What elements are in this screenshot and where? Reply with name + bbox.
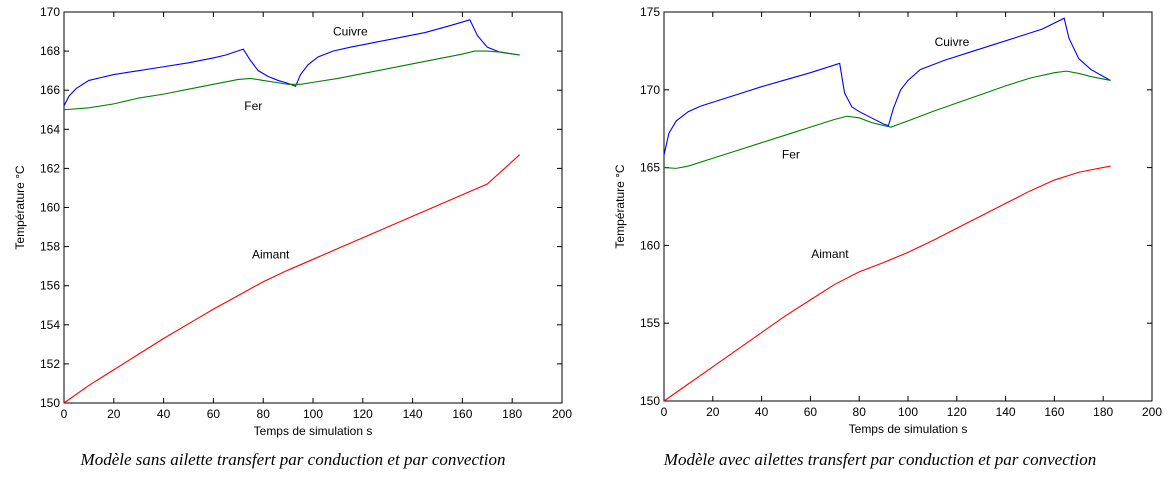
x-tick-label: 0	[661, 405, 668, 419]
series-label-fer: Fer	[244, 99, 262, 113]
y-tick-label: 156	[40, 279, 60, 293]
x-tick-label: 80	[853, 405, 867, 419]
series-line-aimant	[663, 165, 1111, 402]
series-label-aimant: Aimant	[252, 247, 290, 261]
series-label-cuivre: Cuivre	[333, 24, 368, 38]
chart-panel-right: 0 20 40 60 80 100 120 140 160 180 200 150 155 160 165 1…	[587, 0, 1173, 488]
x-tick-label: 100	[303, 407, 323, 421]
y-tick-label: 154	[40, 318, 60, 332]
x-tick-label: 60	[804, 405, 818, 419]
series-label-fer: Fer	[782, 147, 800, 161]
y-tick-label: 150	[40, 396, 60, 410]
chart-right: 0 20 40 60 80 100 120 140 160 180 200 150 155 160 165 1…	[613, 5, 1162, 436]
series-label-aimant: Aimant	[811, 247, 849, 261]
chart-panel-left: 0 20 40 60 80 100 120 140 160 180 200 150 152 154 156 1…	[0, 0, 586, 488]
y-tick-label: 168	[40, 44, 60, 58]
x-tick-label: 160	[452, 407, 472, 421]
x-tick-label: 140	[403, 407, 423, 421]
y-tick-label: 165	[640, 161, 660, 175]
y-tick-label: 152	[40, 357, 60, 371]
x-tick-label: 0	[61, 407, 68, 421]
x-tick-label: 180	[502, 407, 522, 421]
series-line-aimant	[63, 154, 521, 404]
x-tick-label: 40	[755, 405, 769, 419]
y-tick-label: 170	[40, 5, 60, 19]
x-tick-label: 100	[898, 405, 918, 419]
series-line-cuivre	[663, 17, 1111, 156]
x-tick-label: 60	[207, 407, 221, 421]
x-tick-label: 180	[1093, 405, 1113, 419]
y-tick-label: 175	[640, 5, 660, 19]
x-tick-label: 120	[353, 407, 373, 421]
y-tick-label: 160	[640, 238, 660, 252]
series-line-fer	[663, 70, 1111, 169]
x-tick-label: 140	[996, 405, 1016, 419]
y-tick-label: 160	[40, 201, 60, 215]
plot-area	[663, 11, 1153, 402]
x-axis-label: Temps de simulation s	[254, 424, 373, 438]
y-tick-label: 170	[640, 83, 660, 97]
y-tick-label: 158	[40, 240, 60, 254]
series-line-fer	[63, 50, 520, 111]
y-axis-label: Température °C	[613, 164, 627, 248]
caption-left: Modèle sans ailette transfert par conduc…	[80, 450, 506, 469]
y-tick-label: 166	[40, 83, 60, 97]
y-tick-label: 150	[640, 394, 660, 408]
y-tick-label: 164	[40, 122, 60, 136]
chart-left: 0 20 40 60 80 100 120 140 160 180 200 150 152 154 156 1…	[13, 5, 572, 438]
x-tick-label: 200	[552, 407, 572, 421]
x-tick-label: 20	[107, 407, 121, 421]
x-tick-label: 200	[1142, 405, 1162, 419]
series-label-cuivre: Cuivre	[935, 35, 970, 49]
plot-area	[63, 11, 563, 404]
y-tick-label: 155	[640, 316, 660, 330]
y-axis-label: Température °C	[13, 165, 27, 249]
x-tick-label: 160	[1044, 405, 1064, 419]
caption-right: Modèle avec ailettes transfert par condu…	[663, 450, 1097, 469]
x-tick-label: 40	[157, 407, 171, 421]
x-tick-label: 20	[706, 405, 720, 419]
x-axis-label: Temps de simulation s	[849, 422, 968, 436]
x-tick-label: 120	[947, 405, 967, 419]
series-line-cuivre	[63, 19, 520, 107]
y-tick-label: 162	[40, 161, 60, 175]
x-tick-label: 80	[257, 407, 271, 421]
